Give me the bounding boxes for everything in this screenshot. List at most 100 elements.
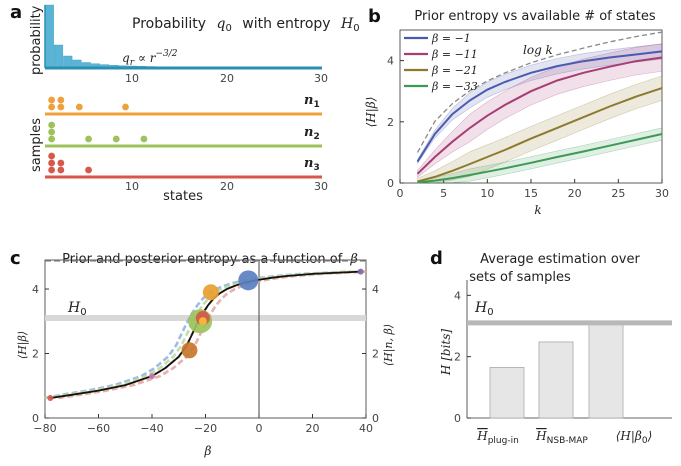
sample-row-subscript: 3: [313, 163, 319, 173]
estimate-point: [47, 395, 54, 402]
sample-dot: [48, 159, 56, 167]
panel-d-ylabel: H [bits]: [439, 329, 453, 376]
panel-d-category-labels: Hplug-in HNSB-MAP ⟨H|β0⟩: [476, 429, 652, 446]
panel-a-bottom-xtick: 20: [220, 180, 234, 193]
estimate-bar: [489, 366, 525, 419]
panel-b-xtick: 30: [655, 187, 669, 200]
panel-b-prior-entropy-chart: Prior entropy vs available # of states 0…: [364, 9, 669, 217]
sample-dot: [85, 166, 92, 174]
panel-b-xtick: 0: [397, 187, 404, 200]
panel-d-category-label: Hplug-in: [476, 429, 519, 446]
panel-c-xtick: −40: [140, 422, 163, 435]
reference-line: [416, 31, 663, 153]
sample-dot: [48, 103, 56, 111]
estimate-bar: [588, 322, 624, 419]
sample-row-name: n: [304, 156, 313, 171]
series-line: [416, 50, 663, 163]
panel-a-top-xtick: 10: [125, 72, 139, 85]
prior-curve: [50, 270, 361, 399]
panel-label-b: b: [368, 6, 381, 27]
panel-d-plot-area: 0 2 4: [454, 280, 672, 425]
series-line: [417, 87, 663, 183]
panel-a-top-xtick: 20: [220, 72, 234, 85]
panel-a-bars: [44, 4, 322, 69]
panel-c-plot-area: −80 −60 −40 −20 0 20 400 02 24 4: [32, 259, 379, 435]
panel-c-ytick-left: 2: [32, 348, 39, 361]
estimate-point: [357, 268, 364, 275]
panel-d-title-line2: sets of samples: [469, 270, 571, 285]
panel-a-annotation: qr ∝ r−3/2: [122, 49, 178, 68]
panel-d-average-estimation-chart: Average estimation over sets of samples …: [439, 252, 672, 446]
sample-dot: [57, 166, 65, 174]
panel-c-ytick-left: 0: [32, 412, 39, 425]
panel-c-xtick: −80: [33, 422, 56, 435]
estimate-point: [238, 270, 259, 291]
panel-c-xtick: 0: [256, 422, 263, 435]
panel-a-samples-ylabel: samples: [29, 118, 44, 172]
sample-dot: [57, 159, 65, 167]
panel-c-xtick: 40: [359, 422, 373, 435]
legend-label: β = −11: [431, 48, 478, 61]
panel-b-legend: β = −1 β = −11 β = −21 β = −33: [404, 32, 478, 93]
series-band: [417, 127, 663, 184]
panel-c-xtick: 20: [306, 422, 320, 435]
legend-label: β = −33: [431, 80, 478, 93]
probability-bar: [44, 4, 54, 69]
sample-dot: [140, 135, 148, 143]
sample-row-subscript: 1: [313, 100, 319, 110]
estimate-bar: [538, 341, 574, 419]
panel-a-ylabel: probability: [29, 5, 44, 75]
sample-dot: [85, 135, 92, 143]
panel-c-ylabel-right: ⟨H|n, β⟩: [382, 324, 396, 366]
panel-b-title: Prior entropy vs available # of states: [414, 9, 655, 24]
sample-dot: [48, 135, 56, 143]
panel-label-a: a: [10, 2, 22, 23]
panel-c-ytick-right: 4: [372, 283, 379, 296]
series-line: [416, 56, 663, 175]
panel-a-title: Probability q0 with entropy H0: [132, 16, 360, 35]
series-line: [417, 133, 663, 184]
panel-label-d: d: [430, 248, 443, 269]
panel-b-reference-label: log k: [523, 43, 553, 57]
sample-row-label: n3: [304, 156, 320, 173]
panel-b-xtick: 10: [480, 187, 494, 200]
panel-b-ytick: 0: [387, 177, 394, 190]
panel-b-xtick: 15: [524, 187, 538, 200]
panel-a-probability-chart: probability 10 20 30 Probability q0 with…: [29, 4, 360, 85]
panel-d-h0-label: H0: [474, 300, 494, 318]
sample-dot: [75, 103, 83, 111]
sample-dot: [48, 152, 56, 160]
panel-c-xtick: −20: [194, 422, 217, 435]
sample-dot: [112, 135, 120, 143]
sample-dot: [122, 103, 129, 111]
sample-dot: [48, 128, 56, 136]
panel-b-ytick: 4: [387, 55, 394, 68]
panel-a-top-xtick: 30: [314, 72, 328, 85]
panel-c-entropy-vs-beta-chart: Prior and posterior entropy as a functio…: [16, 252, 396, 458]
panel-c-frame: [44, 259, 367, 419]
panel-c-title: Prior and posterior entropy as a functio…: [62, 252, 358, 267]
panel-d-title-line1: Average estimation over: [480, 252, 640, 267]
series-band: [417, 75, 663, 184]
probability-bar: [63, 55, 73, 69]
estimate-point: [181, 342, 198, 359]
panel-label-c: c: [10, 248, 21, 269]
sample-row-label: n1: [304, 93, 320, 110]
panel-a-xlabel: states: [163, 189, 203, 204]
panel-d-ytick: 4: [454, 289, 461, 302]
panel-b-ytick: 2: [387, 116, 394, 129]
panel-c-h0-label: H0: [67, 300, 87, 318]
sample-row-name: n: [304, 125, 313, 140]
estimate-point: [149, 373, 155, 380]
probability-bar: [54, 44, 64, 69]
sample-row-label: n2: [304, 125, 320, 142]
panel-c-ytick-right: 0: [372, 412, 379, 425]
sample-dot: [48, 121, 56, 129]
sample-dot: [57, 103, 65, 111]
panel-d-category-label: ⟨H|β0⟩: [616, 429, 653, 446]
panel-c-ytick-left: 4: [32, 283, 39, 296]
panel-c-ylabel-left: ⟨H|β⟩: [16, 331, 30, 359]
